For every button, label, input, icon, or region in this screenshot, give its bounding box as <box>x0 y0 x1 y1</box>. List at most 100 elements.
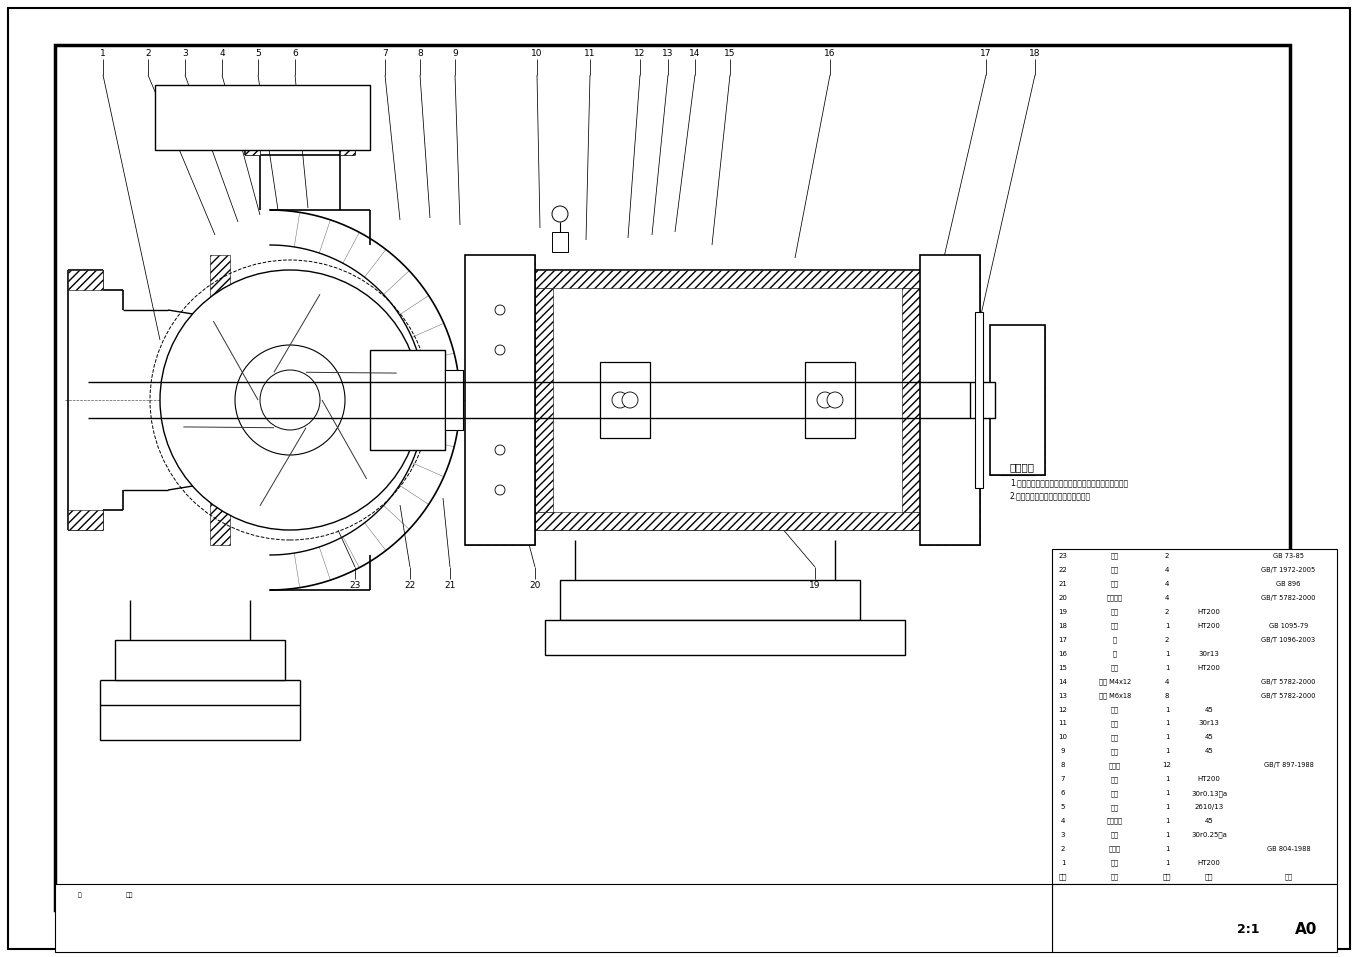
Text: 11: 11 <box>1058 721 1067 726</box>
Text: 17: 17 <box>1058 636 1067 643</box>
Text: 1: 1 <box>1165 623 1169 629</box>
Circle shape <box>622 392 638 408</box>
Bar <box>640 362 650 438</box>
Text: 1: 1 <box>1061 860 1065 866</box>
Text: HT200: HT200 <box>1198 609 1221 614</box>
Text: 螺栓: 螺栓 <box>1111 581 1119 588</box>
Text: 13: 13 <box>1058 693 1067 699</box>
Bar <box>990 325 999 475</box>
Text: HT200: HT200 <box>1198 623 1221 629</box>
Bar <box>600 362 650 438</box>
Text: 10: 10 <box>1058 734 1067 741</box>
Text: 2: 2 <box>1165 636 1169 643</box>
Text: 45: 45 <box>1205 748 1214 754</box>
Text: 4: 4 <box>1061 818 1065 824</box>
Text: 14: 14 <box>1059 679 1067 684</box>
Text: 4: 4 <box>1165 581 1169 587</box>
Text: GB/T 1972-2005: GB/T 1972-2005 <box>1262 567 1316 573</box>
Text: 12: 12 <box>1059 706 1067 713</box>
Bar <box>545 620 904 655</box>
Text: 螺母: 螺母 <box>1111 567 1119 573</box>
Bar <box>919 277 934 523</box>
Text: 21: 21 <box>444 581 456 590</box>
Text: 2.对特殊部位做到一般规范技术要求。: 2.对特殊部位做到一般规范技术要求。 <box>1010 491 1090 500</box>
Bar <box>464 255 535 277</box>
Text: 4: 4 <box>219 49 225 57</box>
Text: 1: 1 <box>1165 818 1169 824</box>
Text: HT200: HT200 <box>1198 665 1221 671</box>
Text: 备注: 备注 <box>1285 874 1293 880</box>
Text: HT200: HT200 <box>1198 776 1221 782</box>
Text: 轴承: 轴承 <box>1111 706 1119 713</box>
Text: GB 73-85: GB 73-85 <box>1272 553 1304 559</box>
Text: 4: 4 <box>1165 567 1169 573</box>
Bar <box>433 350 445 450</box>
Bar <box>56 884 1052 952</box>
Bar <box>244 145 259 155</box>
Bar <box>535 288 553 512</box>
Text: GB/T 5782-2000: GB/T 5782-2000 <box>1262 693 1316 699</box>
Text: 轴套: 轴套 <box>1111 804 1119 811</box>
Bar <box>155 85 369 150</box>
Text: 20: 20 <box>530 581 540 590</box>
Circle shape <box>496 445 505 455</box>
Text: 30r13: 30r13 <box>1199 721 1219 726</box>
Text: 2: 2 <box>1061 846 1065 852</box>
Bar <box>559 580 600 620</box>
Bar <box>1035 325 1046 475</box>
Text: 2:1: 2:1 <box>1237 924 1260 936</box>
Text: 5: 5 <box>255 49 261 57</box>
Text: GB 1095-79: GB 1095-79 <box>1268 623 1308 629</box>
Text: 45: 45 <box>1205 734 1214 741</box>
Text: GB/T 5782-2000: GB/T 5782-2000 <box>1262 679 1316 684</box>
Text: 轴: 轴 <box>1114 651 1118 657</box>
Bar <box>255 705 300 740</box>
Text: 轴承: 轴承 <box>1111 721 1119 726</box>
Text: 1: 1 <box>1165 804 1169 811</box>
Text: 9: 9 <box>1061 748 1065 754</box>
Bar <box>559 580 860 620</box>
Bar <box>551 232 568 252</box>
Text: 1: 1 <box>1165 706 1169 713</box>
Text: 2: 2 <box>1165 553 1169 559</box>
Bar <box>990 325 1046 475</box>
Text: GB/T 5782-2000: GB/T 5782-2000 <box>1262 595 1316 601</box>
Text: 填料: 填料 <box>1111 832 1119 838</box>
Text: 名称: 名称 <box>1111 874 1119 880</box>
Bar <box>115 640 155 680</box>
Text: A0: A0 <box>1294 922 1317 937</box>
Bar <box>600 362 610 438</box>
Bar <box>445 370 463 385</box>
Bar <box>805 362 856 438</box>
Text: 1: 1 <box>100 49 106 57</box>
Text: 填料压盖: 填料压盖 <box>1107 818 1123 825</box>
Text: 22: 22 <box>405 581 416 590</box>
Circle shape <box>818 392 832 408</box>
Text: 2: 2 <box>1165 609 1169 614</box>
Bar <box>975 312 983 488</box>
Text: 1: 1 <box>1165 665 1169 671</box>
Bar <box>100 705 134 740</box>
Text: 8: 8 <box>1165 693 1169 699</box>
Text: 泵盖: 泵盖 <box>1111 609 1119 615</box>
Text: 16: 16 <box>1058 651 1067 657</box>
Text: 填料箱: 填料箱 <box>1109 846 1120 853</box>
Text: 1: 1 <box>1165 860 1169 866</box>
Circle shape <box>496 305 505 315</box>
Text: 叶轮: 叶轮 <box>1111 859 1119 866</box>
Text: 5: 5 <box>1061 804 1065 811</box>
Text: 1: 1 <box>1165 846 1169 852</box>
Text: 30r0.13填a: 30r0.13填a <box>1191 790 1228 796</box>
Text: 1.泵在运转前需一次灌满液体，排尽壳内空气后再启动。: 1.泵在运转前需一次灌满液体，排尽壳内空气后再启动。 <box>1010 478 1128 487</box>
Text: 螺钉 M4x12: 螺钉 M4x12 <box>1099 679 1131 685</box>
Text: 30r0.25填a: 30r0.25填a <box>1191 832 1226 838</box>
Text: 19: 19 <box>809 581 820 590</box>
Text: 2610/13: 2610/13 <box>1195 804 1224 811</box>
Text: 15: 15 <box>1059 665 1067 671</box>
Text: 1: 1 <box>1165 721 1169 726</box>
Bar <box>1052 884 1338 952</box>
Text: 1: 1 <box>1165 734 1169 741</box>
Bar <box>535 270 919 288</box>
Text: 4: 4 <box>1165 595 1169 601</box>
Text: 23: 23 <box>349 581 361 590</box>
